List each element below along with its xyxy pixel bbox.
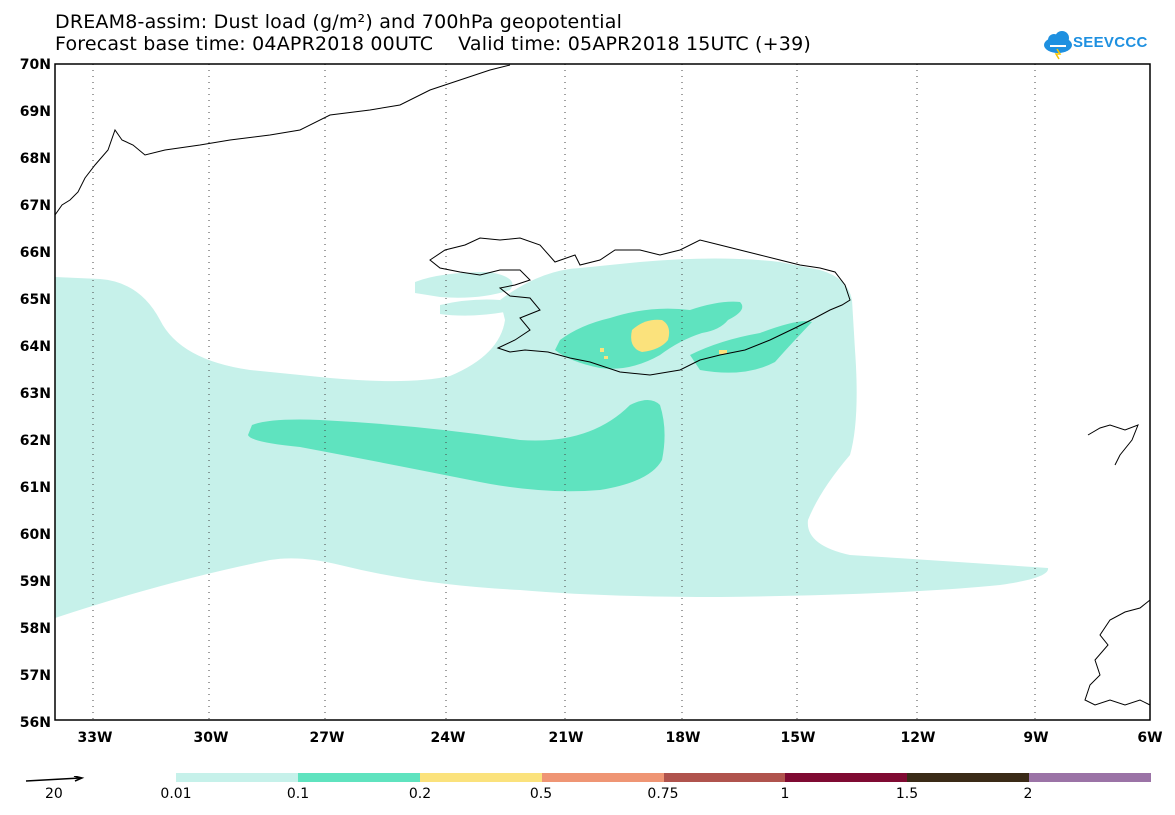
colorbar-segment <box>419 773 542 782</box>
lat-label: 61N <box>20 480 51 496</box>
lat-label: 68N <box>20 151 51 167</box>
lon-label: 18W <box>666 730 701 746</box>
lat-label: 60N <box>20 527 51 543</box>
dust-area-light-w2 <box>440 299 505 316</box>
lon-label: 21W <box>549 730 584 746</box>
lat-label: 70N <box>20 57 51 73</box>
lat-label: 64N <box>20 339 51 355</box>
colorbar-segment <box>1029 773 1151 782</box>
greenland-coast <box>54 64 511 216</box>
lon-label: 12W <box>901 730 936 746</box>
logo-text: SEEVCCC <box>1073 34 1148 51</box>
norway-coast-south <box>1084 599 1151 706</box>
colorbar-label: 1.5 <box>895 786 919 802</box>
lat-label: 62N <box>20 433 51 449</box>
coastlines <box>54 64 1151 706</box>
colorbar <box>176 773 1151 782</box>
map-title: DREAM8-assim: Dust load (g/m²) and 700hP… <box>55 11 623 33</box>
longitude-labels: 33W 30W 27W 24W 21W 18W 15W 12W 9W 6W <box>78 730 1163 746</box>
lat-label: 59N <box>20 574 51 590</box>
graticule <box>92 64 1036 720</box>
lat-label: 56N <box>20 715 51 731</box>
colorbar-label: 1 <box>780 786 790 802</box>
colorbar-segment <box>176 773 298 782</box>
lat-label: 58N <box>20 621 51 637</box>
lon-label: 24W <box>431 730 466 746</box>
norway-coast-north <box>1087 424 1139 466</box>
colorbar-label: 2 <box>1023 786 1033 802</box>
lon-label: 9W <box>1023 730 1048 746</box>
latitude-labels: 70N 69N 68N 67N 66N 65N 64N 63N 62N 61N … <box>20 57 51 731</box>
dust-area-light-nw <box>415 272 513 298</box>
colorbar-label: 0.1 <box>286 786 310 802</box>
lat-label: 66N <box>20 245 51 261</box>
dust-spot <box>600 348 604 352</box>
lat-label: 67N <box>20 198 51 214</box>
colorbar-segment <box>785 773 908 782</box>
colorbar-label: 0.5 <box>529 786 553 802</box>
iceland-coast <box>429 237 851 376</box>
seevccc-logo <box>1044 31 1072 60</box>
lat-label: 57N <box>20 668 51 684</box>
lon-label: 33W <box>78 730 113 746</box>
lon-label: 30W <box>194 730 229 746</box>
colorbar-label: 0.01 <box>160 786 192 802</box>
reference-vector-arrow-icon <box>25 776 85 782</box>
lat-label: 63N <box>20 386 51 402</box>
colorbar-segment <box>907 773 1030 782</box>
dust-area-light <box>55 258 1049 618</box>
reference-vector-label: 20 <box>45 786 63 802</box>
dust-spot <box>604 356 608 359</box>
dust-spot <box>719 350 727 354</box>
colorbar-segment <box>541 773 664 782</box>
dust-area-medium-ocean <box>248 400 665 492</box>
dust-area-high-interior <box>631 319 670 352</box>
colorbar-label: 0.75 <box>647 786 679 802</box>
map-frame <box>54 63 1151 721</box>
lat-label: 65N <box>20 292 51 308</box>
lat-label: 69N <box>20 104 51 120</box>
map-subtitle-times: Forecast base time: 04APR2018 00UTC Vali… <box>55 33 811 55</box>
colorbar-segment <box>663 773 786 782</box>
lon-label: 6W <box>1137 730 1162 746</box>
lon-label: 27W <box>310 730 345 746</box>
colorbar-segment <box>297 773 420 782</box>
cloud-icon <box>1044 31 1072 60</box>
colorbar-label: 0.2 <box>408 786 432 802</box>
lon-label: 15W <box>781 730 816 746</box>
